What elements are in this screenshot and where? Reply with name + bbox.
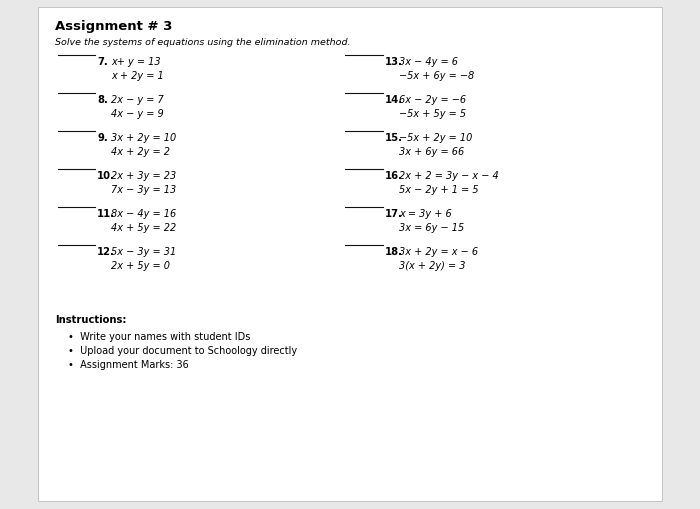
Text: Solve the systems of equations using the elimination method.: Solve the systems of equations using the… bbox=[55, 38, 351, 47]
Text: 2x + 3y = 23: 2x + 3y = 23 bbox=[111, 171, 176, 181]
Text: •  Assignment Marks: 36: • Assignment Marks: 36 bbox=[68, 359, 189, 369]
Text: 14.: 14. bbox=[385, 95, 403, 105]
Text: 15.: 15. bbox=[385, 133, 403, 143]
FancyBboxPatch shape bbox=[38, 8, 662, 501]
Text: x + 2y = 1: x + 2y = 1 bbox=[111, 71, 164, 81]
Text: 3x + 2y = 10: 3x + 2y = 10 bbox=[111, 133, 176, 143]
Text: 6x − 2y = −6: 6x − 2y = −6 bbox=[399, 95, 466, 105]
Text: 17.: 17. bbox=[385, 209, 403, 218]
Text: 4x + 5y = 22: 4x + 5y = 22 bbox=[111, 222, 176, 233]
Text: 16.: 16. bbox=[385, 171, 403, 181]
Text: 4x − y = 9: 4x − y = 9 bbox=[111, 109, 164, 119]
Text: x = 3y + 6: x = 3y + 6 bbox=[399, 209, 452, 218]
Text: x+ y = 13: x+ y = 13 bbox=[111, 57, 160, 67]
Text: −5x + 6y = −8: −5x + 6y = −8 bbox=[399, 71, 475, 81]
Text: •  Write your names with student IDs: • Write your names with student IDs bbox=[68, 331, 251, 342]
Text: 11.: 11. bbox=[97, 209, 115, 218]
Text: 8x − 4y = 16: 8x − 4y = 16 bbox=[111, 209, 176, 218]
Text: 2x + 2 = 3y − x − 4: 2x + 2 = 3y − x − 4 bbox=[399, 171, 498, 181]
Text: 3x + 2y = x − 6: 3x + 2y = x − 6 bbox=[399, 246, 478, 257]
Text: 3x − 4y = 6: 3x − 4y = 6 bbox=[399, 57, 458, 67]
Text: −5x + 2y = 10: −5x + 2y = 10 bbox=[399, 133, 472, 143]
Text: 10.: 10. bbox=[97, 171, 115, 181]
Text: 3x + 6y = 66: 3x + 6y = 66 bbox=[399, 147, 464, 157]
Text: 7x − 3y = 13: 7x − 3y = 13 bbox=[111, 185, 176, 194]
Text: −5x + 5y = 5: −5x + 5y = 5 bbox=[399, 109, 466, 119]
Text: 2x + 5y = 0: 2x + 5y = 0 bbox=[111, 261, 170, 270]
Text: 3(x + 2y) = 3: 3(x + 2y) = 3 bbox=[399, 261, 466, 270]
Text: 5x − 3y = 31: 5x − 3y = 31 bbox=[111, 246, 176, 257]
Text: 12.: 12. bbox=[97, 246, 115, 257]
Text: •  Upload your document to Schoology directly: • Upload your document to Schoology dire… bbox=[68, 345, 297, 355]
Text: 9.: 9. bbox=[97, 133, 108, 143]
Text: Instructions:: Instructions: bbox=[55, 315, 127, 324]
Text: 5x − 2y + 1 = 5: 5x − 2y + 1 = 5 bbox=[399, 185, 479, 194]
Text: Assignment # 3: Assignment # 3 bbox=[55, 20, 172, 33]
Text: 7.: 7. bbox=[97, 57, 108, 67]
Text: 13.: 13. bbox=[385, 57, 403, 67]
Text: 2x − y = 7: 2x − y = 7 bbox=[111, 95, 164, 105]
Text: 18.: 18. bbox=[385, 246, 403, 257]
Text: 8.: 8. bbox=[97, 95, 108, 105]
Text: 3x = 6y − 15: 3x = 6y − 15 bbox=[399, 222, 464, 233]
Text: 4x + 2y = 2: 4x + 2y = 2 bbox=[111, 147, 170, 157]
